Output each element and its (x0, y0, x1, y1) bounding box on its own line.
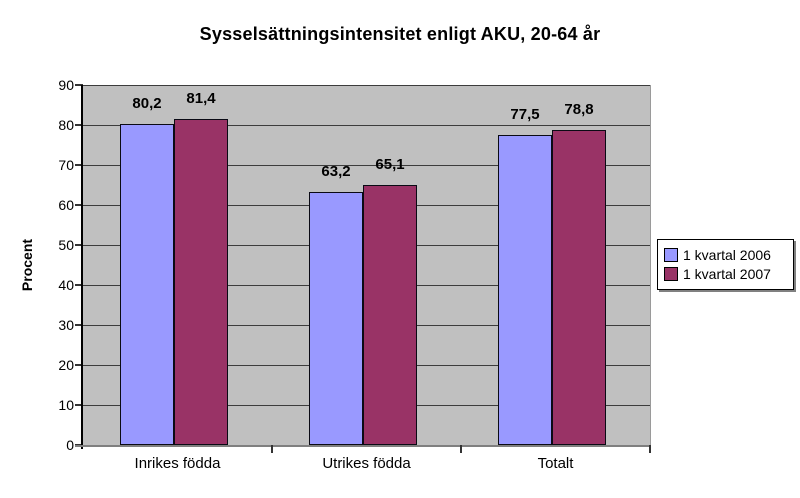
x-tick-mark (271, 445, 273, 453)
y-tick-label: 0 (66, 437, 74, 453)
y-tick-mark (75, 204, 83, 206)
bar-1-kvartal-2006-2 (498, 135, 552, 445)
bar-1-kvartal-2007-1 (363, 184, 417, 445)
y-tick-label: 60 (58, 197, 74, 213)
gridline (83, 125, 650, 126)
y-tick-label: 70 (58, 157, 74, 173)
bar-1-kvartal-2006-0 (120, 124, 174, 445)
legend-item: 1 kvartal 2006 (664, 247, 787, 263)
y-tick-mark (75, 364, 83, 366)
category-label: Utrikes födda (322, 455, 411, 472)
y-tick-label: 50 (58, 237, 74, 253)
plot-right-border (650, 85, 651, 445)
legend-swatch-icon (664, 267, 678, 282)
y-axis-line (81, 85, 83, 449)
bar-value-label: 78,8 (564, 100, 594, 118)
y-tick-label: 90 (58, 77, 74, 93)
y-tick-mark (75, 84, 83, 86)
legend: 1 kvartal 2006 1 kvartal 2007 (657, 239, 794, 290)
bar-1-kvartal-2007-0 (174, 119, 228, 445)
y-tick-label: 30 (58, 317, 74, 333)
bar-value-label: 81,4 (186, 90, 216, 108)
y-tick-mark (75, 124, 83, 126)
category-label: Inrikes födda (134, 455, 221, 472)
y-tick-mark (75, 284, 83, 286)
y-axis-title: Procent (19, 238, 35, 292)
bar-value-label: 80,2 (132, 95, 162, 113)
gridline (83, 165, 650, 166)
y-tick-mark (75, 404, 83, 406)
legend-item: 1 kvartal 2007 (664, 266, 787, 282)
bar-1-kvartal-2006-1 (309, 192, 363, 445)
y-tick-label: 10 (58, 397, 74, 413)
x-axis-line (75, 445, 650, 447)
y-tick-mark (75, 164, 83, 166)
y-tick-label: 40 (58, 277, 74, 293)
bar-value-label: 63,2 (321, 163, 351, 181)
x-tick-mark (649, 445, 651, 453)
y-tick-label: 20 (58, 357, 74, 373)
bar-1-kvartal-2007-2 (552, 129, 606, 445)
bar-value-label: 65,1 (375, 155, 405, 173)
y-tick-mark (75, 244, 83, 246)
legend-swatch-icon (664, 247, 678, 262)
legend-label: 1 kvartal 2007 (683, 266, 771, 283)
bar-value-label: 77,5 (510, 106, 540, 123)
legend-label: 1 kvartal 2006 (683, 246, 771, 263)
category-label: Totalt (537, 455, 574, 472)
chart-title: Sysselsättningsintensitet enligt AKU, 20… (199, 24, 601, 44)
y-tick-label: 80 (58, 117, 74, 133)
y-tick-mark (75, 324, 83, 326)
x-tick-mark (460, 445, 462, 453)
gridline (83, 85, 650, 86)
